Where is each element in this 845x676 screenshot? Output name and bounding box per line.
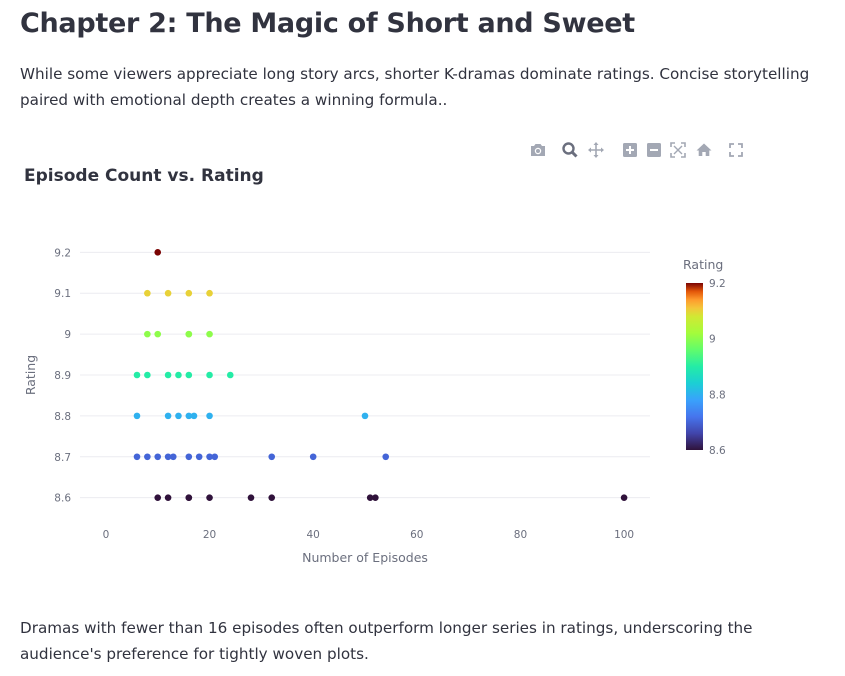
x-axis-title: Number of Episodes	[302, 550, 428, 565]
colorbar-gradient	[686, 283, 703, 450]
data-point	[620, 494, 628, 501]
data-point	[382, 453, 390, 461]
data-point	[211, 453, 219, 461]
x-tick-label: 40	[306, 529, 319, 541]
data-point	[185, 494, 193, 501]
data-point	[144, 289, 151, 297]
data-point	[247, 494, 255, 501]
data-point	[206, 371, 213, 379]
data-point	[185, 371, 193, 379]
zoom-icon[interactable]	[560, 140, 580, 160]
data-point	[154, 330, 162, 338]
x-axis-ticks: 0 20 40 60 80 100	[103, 529, 635, 541]
y-tick-label: 9.1	[54, 288, 71, 300]
colorbar-title: Rating	[683, 257, 723, 272]
data-point	[133, 453, 141, 461]
x-tick-label: 100	[614, 529, 634, 541]
data-point	[164, 412, 172, 420]
data-point	[185, 412, 193, 420]
data-point	[185, 330, 193, 338]
data-points	[133, 249, 628, 501]
y-tick-label: 8.7	[54, 452, 71, 464]
reset-axes-icon[interactable]	[694, 140, 714, 160]
data-point	[206, 412, 213, 420]
data-point	[154, 453, 162, 461]
data-point	[133, 412, 141, 420]
colorbar-tick-label: 8.6	[709, 445, 726, 457]
colorbar-ticks: 9.2 9 8.8 8.6	[709, 278, 726, 457]
data-point	[185, 289, 193, 297]
zoom-out-icon[interactable]	[644, 140, 664, 160]
colorbar-tick-label: 9	[709, 334, 716, 346]
scatter-chart: 8.6 8.7 8.8 8.9 9 9.1 9.2 0 20 40 60 80 100 Number …	[23, 247, 726, 565]
y-tick-label: 8.9	[54, 370, 71, 382]
y-axis-ticks: 8.6 8.7 8.8 8.9 9 9.1 9.2	[54, 247, 71, 504]
data-point	[164, 289, 172, 297]
data-point	[144, 330, 151, 338]
y-tick-label: 8.8	[54, 411, 71, 423]
fullscreen-icon[interactable]	[726, 140, 746, 160]
y-tick-label: 9	[64, 329, 71, 341]
data-point	[206, 330, 213, 338]
x-tick-label: 0	[103, 529, 110, 541]
data-point	[309, 453, 317, 461]
data-point	[372, 494, 379, 501]
data-point	[268, 453, 276, 461]
y-tick-label: 9.2	[54, 247, 71, 259]
data-point	[154, 249, 162, 256]
data-point	[164, 494, 172, 501]
data-point	[226, 371, 234, 379]
autoscale-icon[interactable]	[668, 140, 688, 160]
data-point	[164, 371, 172, 379]
data-point	[366, 494, 374, 501]
page-title: Chapter 2: The Magic of Short and Sweet	[20, 8, 635, 39]
data-point	[133, 371, 141, 379]
data-point	[169, 453, 177, 461]
data-point	[144, 453, 151, 461]
y-axis-title: Rating	[23, 355, 38, 395]
data-point	[268, 494, 276, 501]
y-tick-label: 8.6	[54, 493, 71, 505]
data-point	[190, 412, 198, 420]
data-point	[175, 371, 182, 379]
data-point	[154, 494, 162, 501]
colorbar-tick-label: 9.2	[709, 278, 726, 290]
data-point	[195, 453, 203, 461]
data-point	[206, 494, 213, 501]
data-point	[175, 412, 182, 420]
data-point	[206, 289, 213, 297]
data-point	[206, 453, 213, 461]
data-point	[361, 412, 369, 420]
chart-modebar	[526, 140, 748, 160]
data-point	[185, 453, 193, 461]
data-point	[164, 453, 172, 461]
x-tick-label: 80	[514, 529, 527, 541]
camera-icon[interactable]	[528, 140, 548, 160]
outro-paragraph: Dramas with fewer than 16 episodes often…	[20, 619, 753, 663]
x-tick-label: 20	[203, 529, 216, 541]
zoom-in-icon[interactable]	[620, 140, 640, 160]
x-tick-label: 60	[410, 529, 423, 541]
colorbar: Rating 9.2 9 8.8 8.6	[683, 257, 726, 457]
pan-icon[interactable]	[586, 140, 606, 160]
chart-title: Episode Count vs. Rating	[24, 166, 264, 186]
colorbar-tick-label: 8.8	[709, 389, 726, 401]
data-point	[144, 371, 151, 379]
intro-paragraph: While some viewers appreciate long story…	[20, 65, 810, 109]
